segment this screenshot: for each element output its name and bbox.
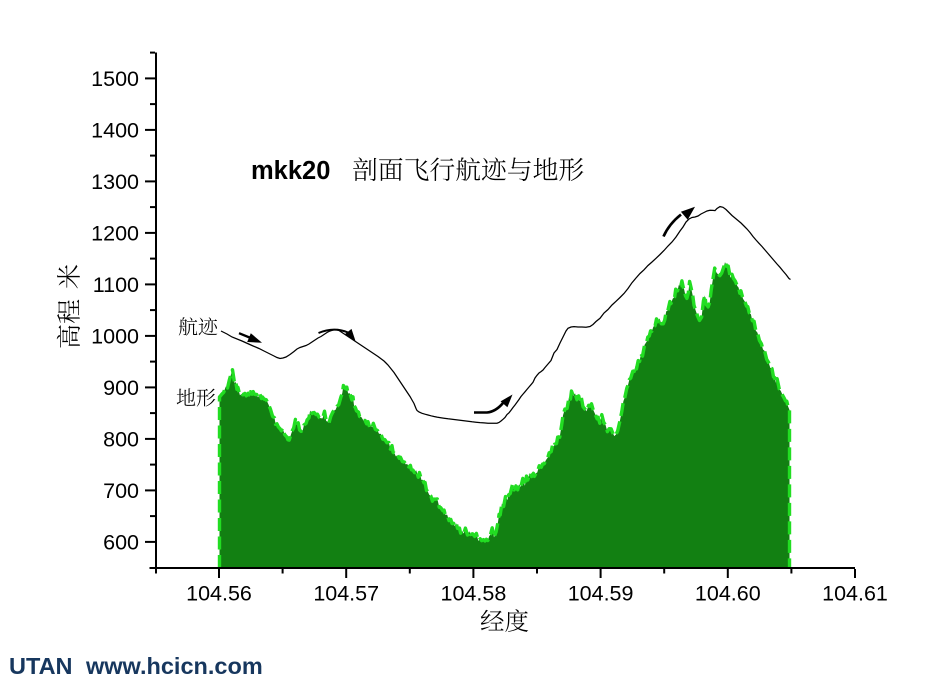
- svg-text:104.58: 104.58: [441, 582, 507, 606]
- svg-text:104.57: 104.57: [313, 582, 379, 606]
- svg-text:1300: 1300: [91, 170, 139, 194]
- svg-text:mkk20: mkk20: [251, 157, 330, 185]
- svg-text:104.61: 104.61: [822, 582, 888, 606]
- svg-text:900: 900: [103, 376, 139, 400]
- svg-text:1000: 1000: [91, 324, 139, 348]
- svg-text:1400: 1400: [91, 118, 139, 142]
- svg-text:1200: 1200: [91, 221, 139, 245]
- svg-text:700: 700: [103, 479, 139, 503]
- svg-text:UTAN: UTAN: [9, 653, 73, 679]
- svg-text:1500: 1500: [91, 67, 139, 91]
- svg-text:1100: 1100: [93, 273, 139, 297]
- svg-text:104.60: 104.60: [695, 582, 761, 606]
- svg-text:800: 800: [103, 427, 139, 451]
- svg-text:600: 600: [103, 530, 139, 554]
- svg-text:104.59: 104.59: [568, 582, 634, 606]
- svg-text:www.hcicn.com: www.hcicn.com: [85, 653, 263, 679]
- svg-text:104.56: 104.56: [186, 582, 252, 606]
